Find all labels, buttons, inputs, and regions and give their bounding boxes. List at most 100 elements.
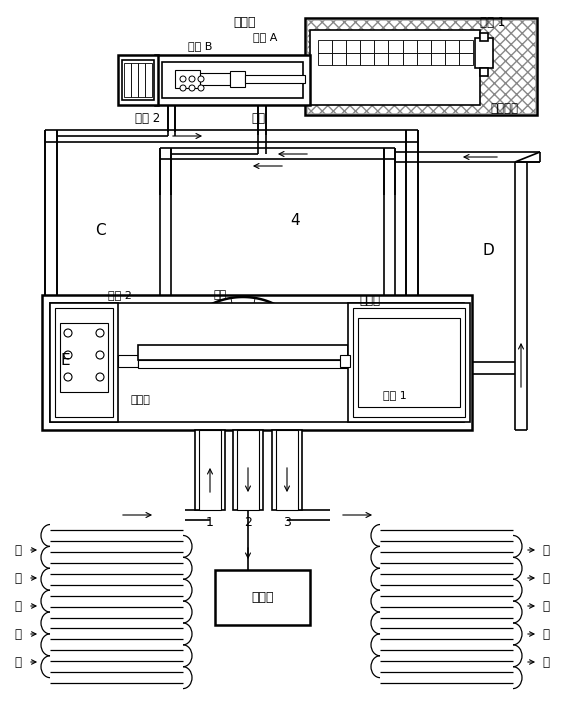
Bar: [374, 52, 388, 65]
Bar: [346, 40, 360, 52]
Bar: [480, 68, 488, 76]
Circle shape: [189, 85, 195, 91]
Text: 阀芯 A: 阀芯 A: [253, 32, 277, 42]
Text: 吸: 吸: [15, 628, 21, 641]
Bar: [402, 52, 416, 65]
Bar: [318, 40, 332, 52]
Bar: [131, 63, 138, 97]
Bar: [60, 323, 108, 392]
Bar: [55, 308, 113, 417]
Bar: [340, 355, 350, 367]
Circle shape: [189, 76, 195, 82]
Bar: [233, 430, 263, 510]
Bar: [122, 60, 154, 100]
Bar: [416, 40, 430, 52]
Text: 电磁阀: 电磁阀: [234, 16, 256, 29]
Text: 排气孔: 排气孔: [130, 395, 150, 405]
Bar: [353, 308, 465, 417]
Text: 阀芯 B: 阀芯 B: [188, 41, 212, 51]
Circle shape: [96, 351, 104, 359]
Circle shape: [96, 373, 104, 381]
Bar: [200, 73, 230, 85]
Bar: [445, 52, 459, 65]
Circle shape: [180, 85, 186, 91]
Circle shape: [198, 85, 204, 91]
Bar: [388, 52, 402, 65]
Bar: [310, 30, 480, 105]
Bar: [332, 52, 346, 65]
Text: 室: 室: [15, 571, 21, 584]
Bar: [307, 20, 535, 113]
Bar: [175, 70, 200, 88]
Bar: [195, 430, 225, 510]
Text: 2: 2: [244, 516, 252, 528]
Bar: [237, 430, 259, 510]
Bar: [459, 52, 473, 65]
Bar: [138, 360, 348, 368]
Bar: [245, 75, 305, 83]
Circle shape: [64, 373, 72, 381]
Bar: [145, 63, 152, 97]
Circle shape: [180, 76, 186, 82]
Bar: [475, 38, 493, 68]
Bar: [230, 71, 245, 87]
Text: 1: 1: [206, 516, 214, 528]
Text: 四通阀: 四通阀: [360, 293, 380, 307]
Bar: [416, 52, 430, 65]
Text: 电磁线圈: 电磁线圈: [490, 102, 518, 114]
Text: 从: 从: [15, 543, 21, 556]
Bar: [162, 62, 303, 98]
Bar: [318, 52, 332, 65]
Bar: [348, 303, 470, 422]
Text: 内: 内: [15, 599, 21, 613]
Bar: [480, 33, 488, 41]
Bar: [388, 40, 402, 52]
Text: 室: 室: [542, 571, 550, 584]
Bar: [138, 63, 145, 97]
Bar: [346, 52, 360, 65]
Bar: [430, 40, 445, 52]
Circle shape: [198, 76, 204, 82]
Bar: [118, 355, 138, 367]
Bar: [358, 318, 460, 407]
Text: 活塞 2: 活塞 2: [108, 290, 132, 300]
Bar: [215, 570, 310, 625]
Bar: [360, 40, 374, 52]
Text: 4: 4: [290, 212, 300, 227]
Bar: [459, 40, 473, 52]
Bar: [124, 63, 131, 97]
Text: E: E: [60, 352, 70, 368]
Text: 弹簧 1: 弹簧 1: [480, 16, 505, 29]
Bar: [272, 430, 302, 510]
Text: 滑块: 滑块: [214, 290, 226, 300]
Circle shape: [64, 351, 72, 359]
Text: 衔铁: 衔铁: [251, 112, 265, 124]
Bar: [50, 303, 118, 422]
Text: 弹簧 2: 弹簧 2: [135, 112, 160, 124]
Bar: [305, 18, 537, 115]
Text: D: D: [482, 242, 494, 257]
Bar: [118, 55, 158, 105]
Text: 热: 热: [542, 656, 550, 669]
Bar: [50, 303, 464, 422]
Bar: [199, 430, 221, 510]
Bar: [445, 40, 459, 52]
Bar: [332, 40, 346, 52]
Bar: [374, 40, 388, 52]
Text: 向: 向: [542, 543, 550, 556]
Text: 外: 外: [542, 599, 550, 613]
Bar: [276, 430, 298, 510]
Bar: [402, 40, 416, 52]
Circle shape: [96, 329, 104, 337]
Text: 热: 热: [15, 656, 21, 669]
Bar: [155, 55, 310, 105]
Bar: [42, 295, 472, 430]
Text: 压缩机: 压缩机: [251, 591, 274, 604]
Bar: [430, 52, 445, 65]
Text: 放: 放: [542, 628, 550, 641]
Bar: [138, 345, 348, 360]
Bar: [360, 52, 374, 65]
Text: C: C: [94, 222, 105, 237]
Text: 3: 3: [283, 516, 291, 528]
Text: 活塞 1: 活塞 1: [383, 390, 407, 400]
